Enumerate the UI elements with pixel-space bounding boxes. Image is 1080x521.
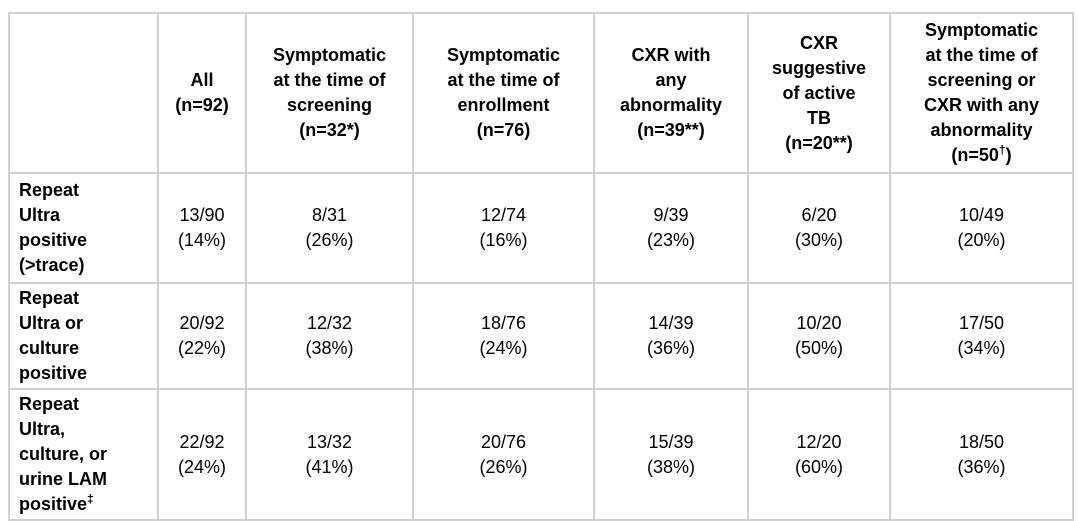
column-header-all: All (n=92) [157,12,247,174]
header-text: Symptomatic at the time of enrollment (n… [446,45,561,140]
results-table-container: All (n=92) Symptomatic at the time of sc… [8,12,1074,521]
header-text: Symptomatic at the time of screening (n=… [272,45,387,140]
table-cell: 10/20 (50%) [747,282,891,390]
header-text: Symptomatic at the time of screening or … [923,20,1039,165]
table-cell: 15/39 (38%) [593,388,749,521]
double-dagger-superscript: ‡ [87,492,94,506]
table-cell: 17/50 (34%) [889,282,1074,390]
header-text-suffix: ) [1005,145,1012,165]
header-row: All (n=92) Symptomatic at the time of sc… [8,12,1074,174]
header-text: CXR suggestive of active TB (n=20**) [771,32,867,153]
column-header-cxr-any-abnormality: CXR with any abnormality (n=39**) [593,12,749,174]
results-table: All (n=92) Symptomatic at the time of sc… [8,12,1074,521]
table-cell: 22/92 (24%) [157,388,247,521]
table-cell: 12/74 (16%) [412,172,595,284]
table-cell: 10/49 (20%) [889,172,1074,284]
table-row-repeat-ultra-positive: Repeat Ultra positive (>trace) 13/90 (14… [8,172,1074,284]
table-cell: 6/20 (30%) [747,172,891,284]
table-cell: 18/76 (24%) [412,282,595,390]
column-header-symptomatic-screening: Symptomatic at the time of screening (n=… [245,12,414,174]
column-header-blank [8,12,159,174]
row-label-repeat-ultra-or-culture: Repeat Ultra or culture positive [8,282,159,390]
row-label-repeat-ultra-positive: Repeat Ultra positive (>trace) [8,172,159,284]
table-cell: 13/32 (41%) [245,388,414,521]
header-text: All (n=92) [175,70,229,115]
table-cell: 14/39 (36%) [593,282,749,390]
table-cell: 12/32 (38%) [245,282,414,390]
row-label-repeat-ultra-culture-lam: Repeat Ultra, culture, or urine LAM posi… [8,388,159,521]
column-header-symptomatic-enrollment: Symptomatic at the time of enrollment (n… [412,12,595,174]
column-header-symptomatic-or-cxr: Symptomatic at the time of screening or … [889,12,1074,174]
header-text: CXR with any abnormality (n=39**) [619,45,723,140]
table-cell: 12/20 (60%) [747,388,891,521]
column-header-cxr-active-tb: CXR suggestive of active TB (n=20**) [747,12,891,174]
table-cell: 20/76 (26%) [412,388,595,521]
row-label-text: Repeat Ultra or culture positive [19,288,88,383]
table-cell: 18/50 (36%) [889,388,1074,521]
row-label-text: Repeat Ultra, culture, or urine LAM posi… [19,394,108,514]
row-label-text: Repeat Ultra positive (>trace) [19,180,88,275]
table-cell: 13/90 (14%) [157,172,247,284]
table-cell: 20/92 (22%) [157,282,247,390]
table-cell: 8/31 (26%) [245,172,414,284]
table-cell: 9/39 (23%) [593,172,749,284]
table-row-repeat-ultra-culture-lam: Repeat Ultra, culture, or urine LAM posi… [8,388,1074,521]
table-row-repeat-ultra-or-culture: Repeat Ultra or culture positive 20/92 (… [8,282,1074,390]
dagger-superscript: † [998,143,1006,157]
